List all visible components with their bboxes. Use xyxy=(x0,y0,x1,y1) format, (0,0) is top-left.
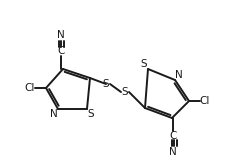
Text: Cl: Cl xyxy=(25,83,35,93)
Text: S: S xyxy=(88,109,94,119)
Text: N: N xyxy=(50,109,58,119)
Text: N: N xyxy=(169,147,177,157)
Text: C: C xyxy=(57,46,65,56)
Text: C: C xyxy=(169,131,177,141)
Text: Cl: Cl xyxy=(200,96,210,106)
Text: S: S xyxy=(122,87,128,97)
Text: N: N xyxy=(175,70,183,80)
Text: N: N xyxy=(57,30,65,40)
Text: S: S xyxy=(103,79,109,89)
Text: S: S xyxy=(141,59,147,69)
